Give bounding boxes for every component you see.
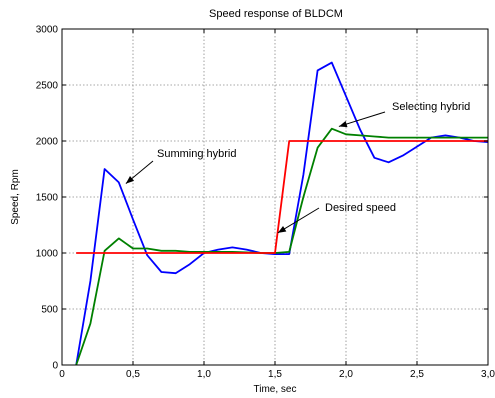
chart-title: Speed response of BLDCM: [209, 8, 343, 20]
y-tick-label: 1500: [36, 193, 59, 204]
series-selecting-hybrid-line: [75, 127, 488, 366]
x-tick-label: 3,0: [481, 369, 495, 380]
x-tick-label: 0: [59, 369, 65, 380]
y-tick-label: 2500: [36, 81, 59, 92]
y-tick-label: 3000: [36, 25, 59, 36]
annotation-arrow-head: [125, 175, 135, 184]
annotation-arrow-line: [277, 207, 320, 234]
y-axis-label: Speed, Rpm: [10, 169, 21, 225]
annotation-summing-hybrid: Summing hybrid: [157, 148, 236, 160]
tick-layer: 0 0,5 1,0 1,5 2,0 2,5 3,0 0 500 1000 1500 2000 2500 3…: [36, 25, 495, 381]
y-tick-label: 2000: [36, 137, 59, 148]
x-tick-label: 1,5: [268, 369, 282, 380]
y-tick-label: 0: [52, 361, 58, 372]
x-tick-label: 2,5: [410, 369, 424, 380]
annotation-layer: Summing hybrid Selecting hybrid Desired sp…: [125, 101, 470, 234]
annotation-desired-speed: Desired speed: [325, 202, 396, 214]
x-tick-label: 1,0: [197, 369, 211, 380]
annotation-arrow-line: [338, 111, 386, 127]
x-axis-label: Time, sec: [254, 384, 297, 395]
grid-layer: [62, 29, 488, 365]
series-desired-speed-line: [76, 140, 488, 254]
annotation-arrow-head: [338, 120, 348, 128]
annotation-selecting-hybrid: Selecting hybrid: [392, 101, 470, 113]
x-tick-label: 0,5: [126, 369, 140, 380]
y-tick-label: 500: [41, 305, 58, 316]
annotation-arrow-head: [277, 225, 287, 233]
y-tick-label: 1000: [36, 249, 59, 260]
series-layer: [75, 61, 489, 366]
x-tick-label: 2,0: [339, 369, 353, 380]
